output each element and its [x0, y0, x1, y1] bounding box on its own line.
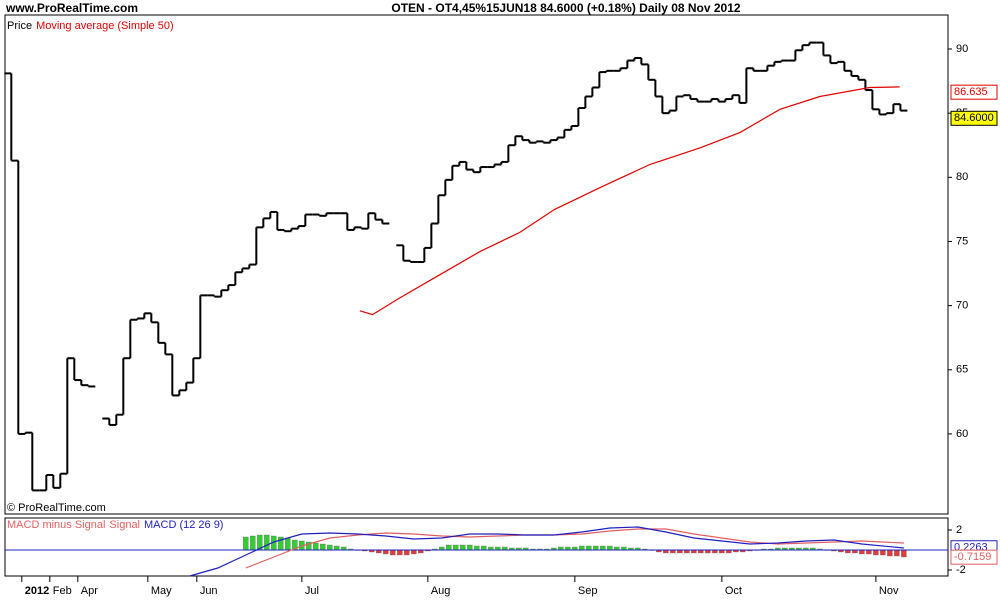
line-series [189, 526, 904, 577]
x-tick-label: Feb [53, 585, 72, 597]
histogram-bar [397, 549, 403, 556]
histogram-bar [264, 534, 270, 551]
histogram-bar [880, 549, 886, 556]
histogram-bar [383, 549, 389, 555]
histogram-bar [453, 544, 459, 551]
histogram-bar [243, 536, 249, 551]
histogram-bar [327, 544, 333, 551]
x-tick-label: Oct [725, 585, 742, 597]
histogram-bar [474, 545, 480, 551]
histogram-bar [390, 549, 396, 556]
legend: Price Moving average (Simple 50) [7, 20, 174, 32]
y-tick-label: -2 [956, 564, 966, 576]
legend-entry: MACD (12 26 9) [144, 519, 223, 531]
x-tick-label: May [151, 585, 172, 597]
histogram-bar [586, 545, 592, 551]
histogram-bar [481, 545, 487, 551]
x-tick-label: Sep [578, 585, 598, 597]
x-tick-label: 2012 [25, 585, 49, 597]
line-series [359, 86, 900, 316]
histogram-bar [894, 549, 900, 557]
histogram-bar [460, 544, 466, 551]
y-tick-label: 90 [956, 43, 968, 55]
x-tick-label: Aug [431, 585, 451, 597]
histogram-bar [411, 549, 417, 555]
site-name: www.ProRealTime.com [5, 1, 138, 15]
y-tick-label: 75 [956, 235, 968, 247]
last-value-box [950, 549, 998, 565]
last-value-box [950, 110, 998, 126]
last-value-label: 84.6000 [954, 112, 994, 124]
last-value-label: 86.635 [954, 86, 988, 98]
histogram-bar [467, 544, 473, 551]
histogram-bar [285, 537, 291, 551]
histogram-bar [873, 549, 879, 556]
histogram-bar [446, 544, 452, 551]
x-tick-label: Nov [879, 585, 899, 597]
legend-entry: Signal [109, 519, 140, 531]
legend-entry: Moving average (Simple 50) [36, 20, 174, 32]
chart-title: OTEN - OT4,45%15JUN18 84.6000 (+0.18%) D… [391, 1, 741, 15]
histogram-bar [250, 535, 256, 551]
y-tick-label: 65 [956, 364, 968, 376]
x-tick-label: Apr [81, 585, 98, 597]
histogram-bar [320, 543, 326, 551]
histogram-bar [859, 549, 865, 555]
last-value-box [950, 84, 998, 100]
legend: MACD minus Signal Signal MACD (12 26 9) [7, 519, 223, 531]
y-tick-label: 70 [956, 300, 968, 312]
histogram-bar [607, 545, 613, 551]
histogram-bar [866, 549, 872, 555]
y-tick-label: 80 [956, 171, 968, 183]
legend-entry: Price [7, 20, 32, 32]
histogram-bar [404, 549, 410, 556]
x-tick-label: Jul [305, 585, 319, 597]
legend-entry: MACD minus Signal [7, 519, 105, 531]
x-tick-label: Jun [200, 585, 218, 597]
histogram-bar [901, 549, 907, 558]
line-series [245, 528, 904, 569]
y-tick-label: 60 [956, 428, 968, 440]
histogram-bar [593, 545, 599, 551]
histogram-bar [334, 545, 340, 551]
annotation: © ProRealTime.com [7, 502, 106, 514]
last-value-label: -0.7159 [954, 551, 991, 563]
histogram-bar [887, 549, 893, 557]
macd-frame [4, 517, 949, 577]
histogram-bar [313, 542, 319, 551]
histogram-bar [600, 545, 606, 551]
histogram-bar [579, 545, 585, 551]
y-tick-label: 2 [956, 524, 962, 536]
price-frame [4, 14, 949, 515]
